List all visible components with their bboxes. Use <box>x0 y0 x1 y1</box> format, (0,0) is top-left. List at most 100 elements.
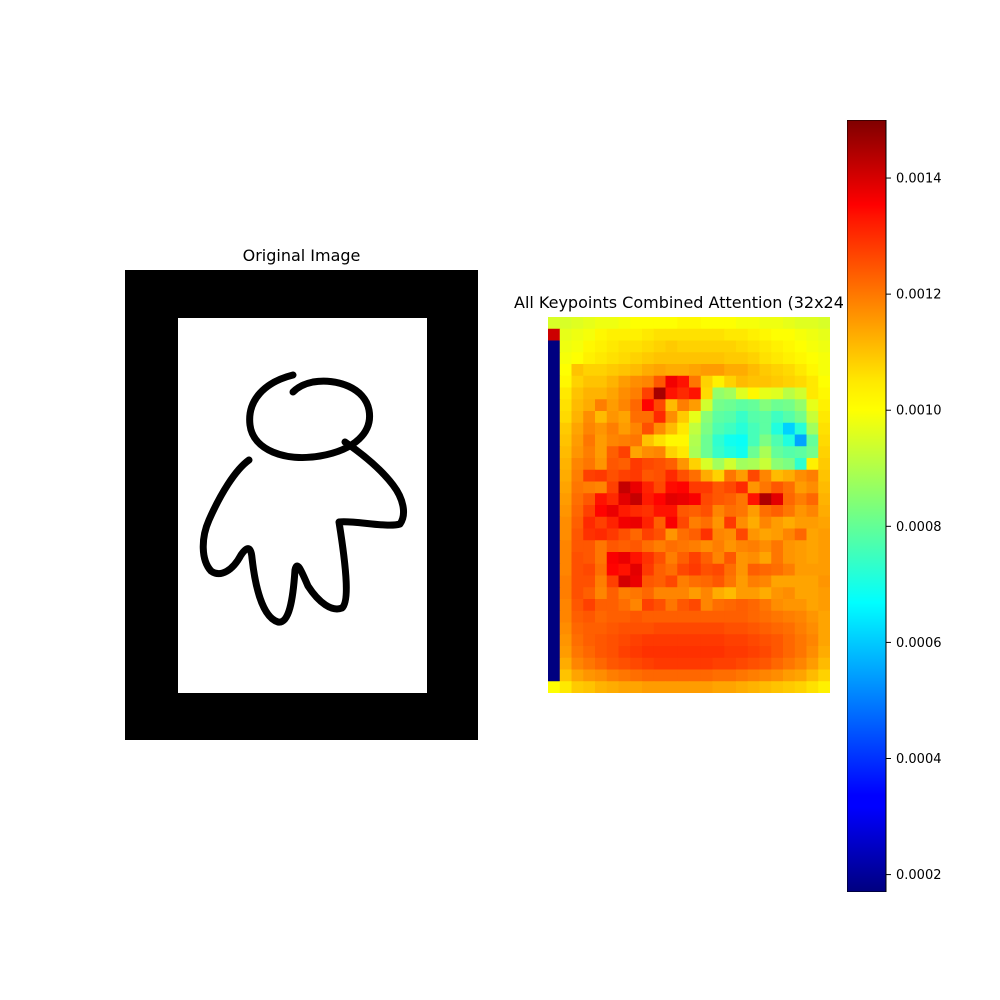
heatmap-cell <box>571 552 584 565</box>
heatmap-cell <box>653 622 666 635</box>
original-image <box>125 270 478 740</box>
heatmap-cell <box>806 493 819 506</box>
heatmap-cell <box>712 669 725 682</box>
heatmap-cell <box>606 563 619 576</box>
heatmap-cell <box>771 493 784 506</box>
heatmap-cell <box>583 599 596 612</box>
heatmap-cell <box>736 422 749 435</box>
heatmap-cell <box>818 610 830 623</box>
heatmap-cell <box>571 469 584 482</box>
heatmap-cell <box>806 681 819 693</box>
heatmap-cell <box>677 364 690 377</box>
heatmap-cell <box>794 516 807 529</box>
heatmap-cell <box>548 399 561 412</box>
heatmap-cell <box>559 422 572 435</box>
heatmap-cell <box>630 317 643 330</box>
heatmap-cell <box>712 328 725 341</box>
heatmap-cell <box>677 646 690 659</box>
heatmap-cell <box>806 387 819 400</box>
heatmap-cell <box>606 458 619 471</box>
heatmap-cell <box>618 434 631 447</box>
heatmap-cell <box>595 352 608 365</box>
heatmap-cell <box>606 681 619 693</box>
heatmap-cell <box>595 552 608 565</box>
heatmap-cell <box>642 387 655 400</box>
heatmap-cell <box>794 540 807 553</box>
heatmap-cell <box>571 575 584 588</box>
heatmap-cell <box>724 599 737 612</box>
heatmap-cell <box>559 563 572 576</box>
heatmap-cell <box>736 563 749 576</box>
heatmap-cell <box>677 446 690 459</box>
heatmap-cell <box>559 610 572 623</box>
heatmap-cell <box>783 540 796 553</box>
heatmap-cell <box>630 387 643 400</box>
heatmap-cell <box>571 563 584 576</box>
heatmap-cell <box>618 599 631 612</box>
heatmap-cell <box>642 458 655 471</box>
heatmap-cell <box>548 434 561 447</box>
heatmap-cell <box>771 469 784 482</box>
heatmap-cell <box>794 411 807 424</box>
heatmap-cell <box>818 446 830 459</box>
heatmap-cell <box>665 481 678 494</box>
heatmap-cell <box>642 446 655 459</box>
heatmap-cell <box>712 657 725 670</box>
heatmap-cell <box>618 657 631 670</box>
heatmap-cell <box>583 481 596 494</box>
heatmap-cell <box>642 516 655 529</box>
heatmap-cell <box>736 411 749 424</box>
heatmap-cell <box>736 352 749 365</box>
heatmap-cell <box>700 422 713 435</box>
heatmap-cell <box>818 387 830 400</box>
attention-map-title: All Keypoints Combined Attention (32x24) <box>514 293 843 312</box>
heatmap-cell <box>642 669 655 682</box>
heatmap-cell <box>724 528 737 541</box>
heatmap-cell <box>771 610 784 623</box>
heatmap-cell <box>595 575 608 588</box>
heatmap-cell <box>618 646 631 659</box>
heatmap-cell <box>630 399 643 412</box>
heatmap-cell <box>642 657 655 670</box>
heatmap-cell <box>665 657 678 670</box>
heatmap-cell <box>759 399 772 412</box>
attention-heatmap <box>548 317 830 693</box>
heatmap-cell <box>653 422 666 435</box>
heatmap-cell <box>700 399 713 412</box>
heatmap-cell <box>689 599 702 612</box>
heatmap-cell <box>712 434 725 447</box>
heatmap-cell <box>677 387 690 400</box>
heatmap-cell <box>630 528 643 541</box>
heatmap-cell <box>606 352 619 365</box>
heatmap-cell <box>783 352 796 365</box>
heatmap-cell <box>806 505 819 518</box>
heatmap-cell <box>548 469 561 482</box>
heatmap-cell <box>771 364 784 377</box>
heatmap-cell <box>583 622 596 635</box>
heatmap-cell <box>736 446 749 459</box>
heatmap-cell <box>665 540 678 553</box>
heatmap-cell <box>548 528 561 541</box>
heatmap-cell <box>653 599 666 612</box>
heatmap-cell <box>712 587 725 600</box>
heatmap-cell <box>606 610 619 623</box>
heatmap-cell <box>794 505 807 518</box>
heatmap-cell <box>794 399 807 412</box>
heatmap-cell <box>747 599 760 612</box>
heatmap-cell <box>736 552 749 565</box>
heatmap-cell <box>689 505 702 518</box>
heatmap-cell <box>747 434 760 447</box>
heatmap-cell <box>747 552 760 565</box>
heatmap-cell <box>689 528 702 541</box>
heatmap-cell <box>677 669 690 682</box>
heatmap-cell <box>747 340 760 353</box>
heatmap-cell <box>736 458 749 471</box>
heatmap-cell <box>642 340 655 353</box>
heatmap-cell <box>559 540 572 553</box>
heatmap-cell <box>595 422 608 435</box>
heatmap-cell <box>583 434 596 447</box>
heatmap-cell <box>724 458 737 471</box>
heatmap-cell <box>736 481 749 494</box>
heatmap-cell <box>736 364 749 377</box>
heatmap-cell <box>806 622 819 635</box>
